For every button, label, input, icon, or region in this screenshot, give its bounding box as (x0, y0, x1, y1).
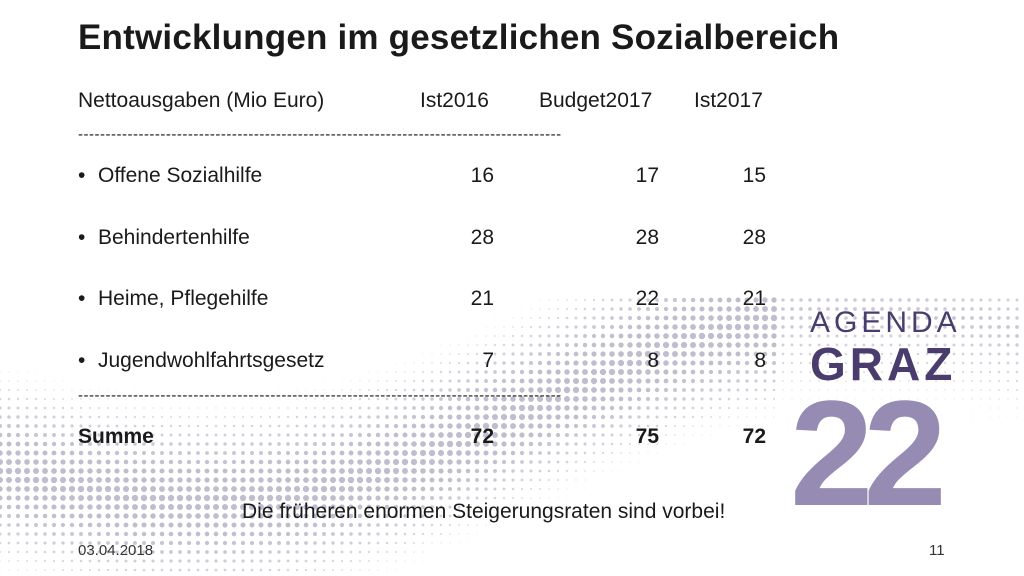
row-label: Offene Sozialhilfe (98, 164, 263, 187)
total-row: Summe 72 75 72 (78, 423, 778, 451)
separator-top: ----------------------------------------… (78, 126, 562, 143)
table-row: • Offene Sozialhilfe 16 17 15 (78, 162, 778, 190)
agenda-graz-22-logo: AGENDA GRAZ 22 (790, 306, 961, 520)
bullet: • (78, 226, 86, 249)
value-ist2017: 8 (754, 349, 766, 372)
total-budget2017: 75 (635, 425, 659, 448)
row-label: Heime, Pflegehilfe (98, 287, 269, 310)
row-label: Jugendwohlfahrtsgesetz (98, 349, 325, 372)
total-ist2017: 72 (742, 425, 766, 448)
value-ist2016: 28 (470, 226, 494, 249)
header-col-budget2017: Budget2017 (539, 89, 653, 112)
logo-number: 22 (790, 369, 941, 520)
bullet: • (78, 287, 86, 310)
separator-bottom: ----------------------------------------… (78, 387, 562, 404)
header-col-ist2017: Ist2017 (694, 89, 763, 112)
value-ist2017: 28 (742, 226, 766, 249)
value-ist2016: 21 (470, 287, 494, 310)
header-col-ist2016: Ist2016 (420, 89, 489, 112)
value-budget2017: 17 (635, 164, 659, 187)
table-header: Nettoausgaben (Mio Euro) Ist2016 Budget2… (78, 87, 778, 115)
table-row: • Jugendwohlfahrtsgesetz 7 8 8 (78, 347, 778, 375)
value-budget2017: 22 (635, 287, 659, 310)
row-label: Behindertenhilfe (98, 226, 250, 249)
bullet: • (78, 164, 86, 187)
table-row: • Heime, Pflegehilfe 21 22 21 (78, 285, 778, 313)
logo-line1: AGENDA (810, 306, 961, 339)
value-ist2016: 16 (470, 164, 494, 187)
value-ist2017: 15 (742, 164, 766, 187)
value-ist2017: 21 (742, 287, 766, 310)
slide-title: Entwicklungen im gesetzlichen Sozialbere… (78, 18, 840, 57)
slide-date: 03.04.2018 (78, 542, 154, 559)
page-number: 11 (929, 542, 945, 559)
bullet: • (78, 349, 86, 372)
value-budget2017: 28 (635, 226, 659, 249)
summary-note: Die früheren enormen Steigerungsraten si… (242, 500, 726, 523)
total-label: Summe (78, 425, 154, 448)
logo-line2: GRAZ (810, 338, 956, 390)
total-ist2016: 72 (470, 425, 494, 448)
value-ist2016: 7 (482, 349, 494, 372)
table-row: • Behindertenhilfe 28 28 28 (78, 224, 778, 252)
value-budget2017: 8 (647, 349, 659, 372)
header-label: Nettoausgaben (Mio Euro) (78, 89, 325, 112)
